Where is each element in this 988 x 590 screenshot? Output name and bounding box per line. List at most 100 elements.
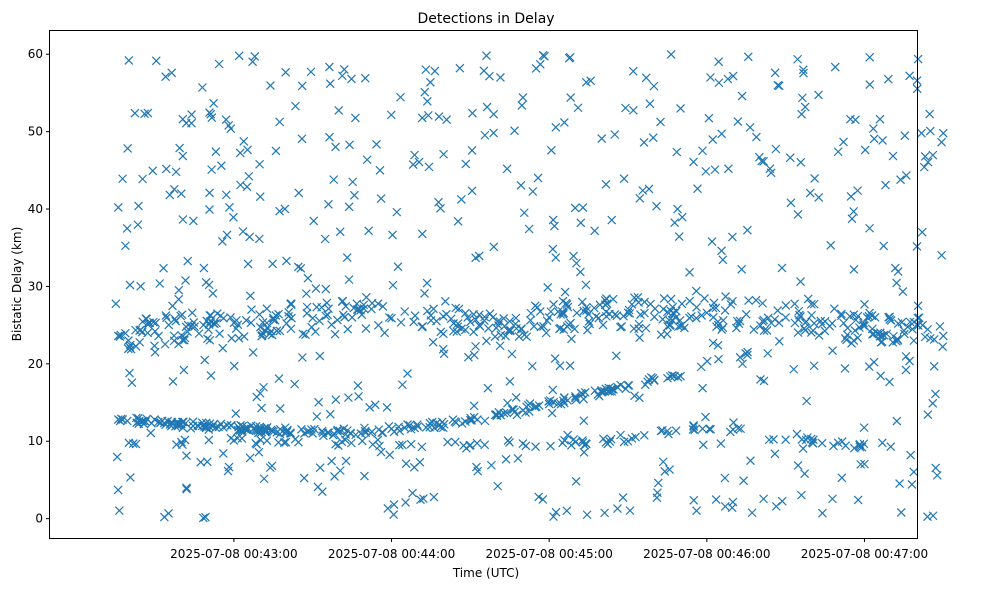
data-point xyxy=(118,174,127,184)
data-point xyxy=(671,426,681,436)
data-point xyxy=(396,92,405,102)
data-point xyxy=(920,332,930,342)
data-point xyxy=(122,416,132,426)
data-point xyxy=(545,396,555,405)
data-point xyxy=(826,240,836,250)
data-point xyxy=(666,50,676,59)
data-point xyxy=(127,378,137,388)
data-point xyxy=(733,117,743,126)
data-point xyxy=(511,392,521,402)
data-point xyxy=(301,289,311,299)
data-point xyxy=(890,263,900,273)
data-point xyxy=(765,164,775,174)
data-point xyxy=(781,301,791,310)
data-point xyxy=(594,391,604,401)
data-point xyxy=(806,299,816,309)
data-point xyxy=(769,434,778,444)
data-point xyxy=(581,280,591,290)
data-point xyxy=(357,436,367,446)
data-point xyxy=(797,109,807,119)
data-point xyxy=(474,251,484,261)
data-point xyxy=(176,189,186,199)
data-point xyxy=(686,312,696,321)
data-point xyxy=(471,315,481,325)
data-point xyxy=(514,332,524,341)
data-point xyxy=(913,54,923,64)
data-point xyxy=(798,65,808,75)
data-point xyxy=(463,352,473,362)
data-point xyxy=(227,333,237,343)
data-point xyxy=(482,51,491,61)
data-point xyxy=(837,437,847,446)
data-point xyxy=(175,143,185,153)
data-point xyxy=(777,263,787,273)
data-point xyxy=(570,324,580,334)
data-point xyxy=(610,310,620,319)
data-point xyxy=(751,132,761,142)
data-point xyxy=(335,466,345,476)
data-point xyxy=(598,434,608,444)
data-point xyxy=(388,230,397,240)
data-point xyxy=(607,387,617,396)
data-point xyxy=(723,164,733,174)
data-point xyxy=(251,438,261,448)
data-point xyxy=(422,278,432,288)
data-point xyxy=(751,295,761,305)
data-point xyxy=(601,179,611,189)
data-point xyxy=(876,371,886,381)
data-point xyxy=(741,348,750,358)
data-point xyxy=(860,459,869,469)
data-point xyxy=(553,307,563,317)
data-point xyxy=(235,148,245,158)
data-point xyxy=(401,459,411,469)
data-point xyxy=(232,315,241,325)
data-point xyxy=(297,353,307,362)
data-point xyxy=(199,263,209,273)
data-point xyxy=(469,327,479,337)
data-point xyxy=(124,336,133,345)
data-point xyxy=(436,203,445,213)
data-point xyxy=(204,325,213,335)
data-point xyxy=(151,318,161,328)
data-point xyxy=(556,399,566,409)
data-point xyxy=(527,361,537,371)
data-point xyxy=(777,496,787,506)
data-point xyxy=(130,108,140,118)
data-point xyxy=(860,145,870,155)
data-point xyxy=(298,329,308,339)
data-point xyxy=(744,296,753,305)
data-point xyxy=(586,76,596,86)
data-point xyxy=(460,417,470,427)
data-point xyxy=(337,437,347,447)
data-point xyxy=(879,241,889,251)
data-point xyxy=(376,194,386,203)
data-point xyxy=(511,313,521,323)
data-point xyxy=(303,273,313,283)
data-point xyxy=(179,335,189,345)
data-point xyxy=(169,331,179,341)
data-point xyxy=(181,322,191,332)
data-point xyxy=(912,241,922,251)
y-tick-label: 10 xyxy=(28,434,43,448)
data-point xyxy=(621,384,631,394)
data-point xyxy=(803,294,813,304)
data-point xyxy=(649,312,659,322)
data-point xyxy=(160,339,170,349)
data-point xyxy=(242,182,252,192)
data-point xyxy=(347,312,357,322)
data-point xyxy=(410,311,420,321)
x-tick-label: 2025-07-08 00:45:00 xyxy=(485,547,612,561)
data-point xyxy=(793,328,803,337)
data-point xyxy=(294,188,304,198)
data-point xyxy=(352,299,362,309)
data-point xyxy=(793,210,803,219)
data-point xyxy=(885,315,895,324)
data-point xyxy=(579,306,589,316)
data-point xyxy=(800,102,810,112)
data-point xyxy=(807,310,817,320)
data-point xyxy=(171,167,181,177)
data-point xyxy=(938,128,948,138)
data-point xyxy=(208,288,218,298)
data-point xyxy=(932,470,942,480)
data-point xyxy=(717,246,726,256)
